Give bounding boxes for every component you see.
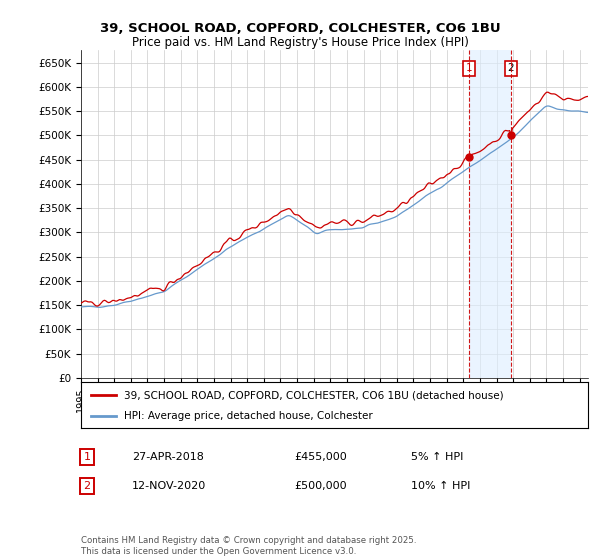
- Text: 27-APR-2018: 27-APR-2018: [132, 452, 203, 462]
- Text: 1: 1: [466, 63, 472, 73]
- Text: 2: 2: [508, 63, 514, 73]
- Text: 12-NOV-2020: 12-NOV-2020: [132, 481, 206, 491]
- Text: 2: 2: [83, 481, 91, 491]
- Text: 5% ↑ HPI: 5% ↑ HPI: [410, 452, 463, 462]
- Bar: [469, 50, 511, 378]
- Text: 10% ↑ HPI: 10% ↑ HPI: [410, 481, 470, 491]
- Text: £455,000: £455,000: [294, 452, 347, 462]
- Text: Contains HM Land Registry data © Crown copyright and database right 2025.
This d: Contains HM Land Registry data © Crown c…: [81, 536, 416, 556]
- Text: 1: 1: [83, 452, 91, 462]
- Text: HPI: Average price, detached house, Colchester: HPI: Average price, detached house, Colc…: [124, 410, 373, 421]
- Text: 39, SCHOOL ROAD, COPFORD, COLCHESTER, CO6 1BU (detached house): 39, SCHOOL ROAD, COPFORD, COLCHESTER, CO…: [124, 390, 504, 400]
- Text: Price paid vs. HM Land Registry's House Price Index (HPI): Price paid vs. HM Land Registry's House …: [131, 36, 469, 49]
- Text: £500,000: £500,000: [294, 481, 347, 491]
- Text: 39, SCHOOL ROAD, COPFORD, COLCHESTER, CO6 1BU: 39, SCHOOL ROAD, COPFORD, COLCHESTER, CO…: [100, 22, 500, 35]
